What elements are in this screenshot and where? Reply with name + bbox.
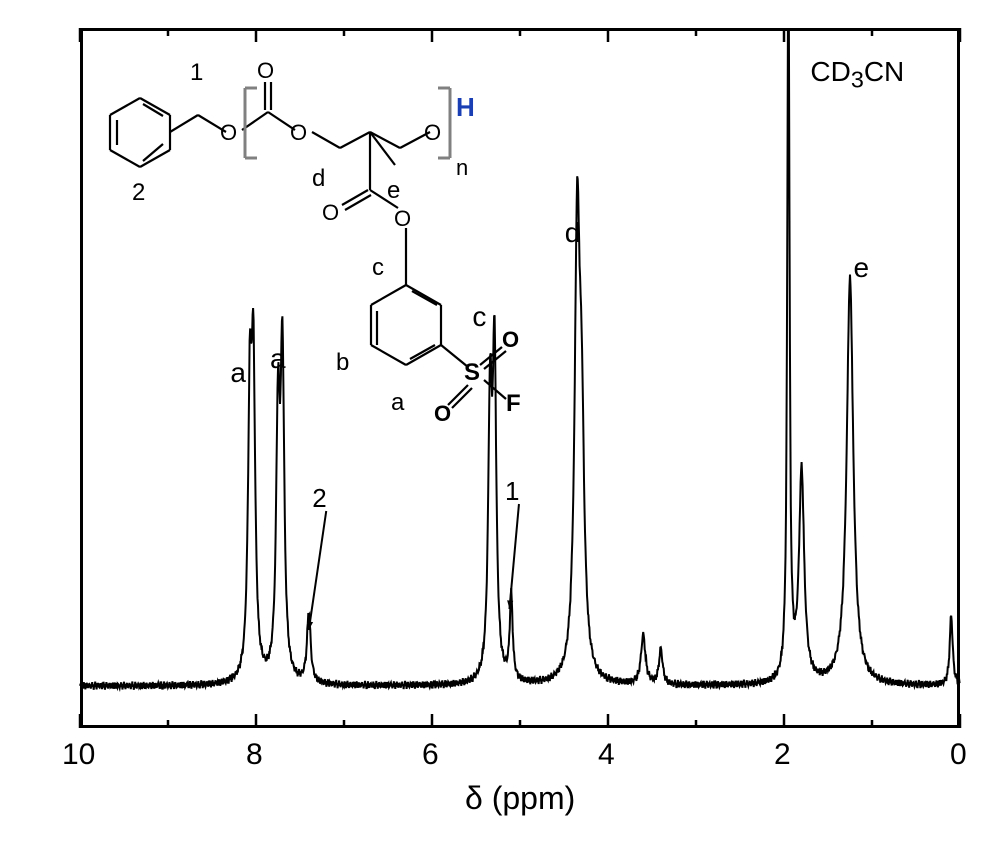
axis-ticks [0, 0, 1000, 845]
nmr-figure: O12OOdOeOOcbaSOOFHn 1086420δ (ppm)aa2c1d… [0, 0, 1000, 845]
